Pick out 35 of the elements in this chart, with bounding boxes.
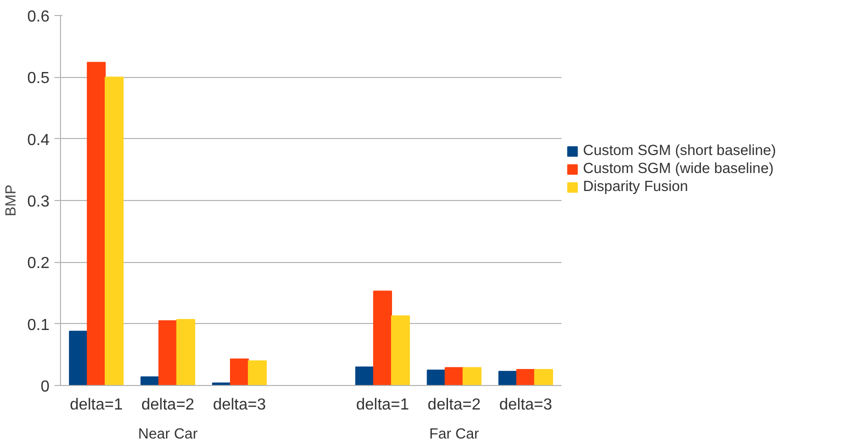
- legend-label: Custom SGM (short baseline): [583, 143, 778, 159]
- y-tick-label: 0.3: [27, 194, 50, 210]
- bar: [534, 368, 554, 386]
- legend-label: Custom SGM (wide baseline): [583, 161, 775, 177]
- bar: [68, 330, 88, 386]
- bar: [176, 319, 196, 386]
- bar: [444, 367, 464, 386]
- bar: [462, 367, 482, 386]
- y-tick-label: 0.1: [27, 316, 50, 334]
- x-tick-label: delta=3: [212, 396, 266, 414]
- text: Far Car: [429, 426, 480, 442]
- bar: [104, 76, 124, 386]
- x-tick-label: delta=3: [499, 396, 552, 414]
- y-axis-title: BMP: [3, 184, 20, 216]
- x-tick-label: delta=2: [428, 396, 481, 414]
- bar: [498, 370, 518, 386]
- bar: [426, 370, 446, 386]
- x-tick-label: delta=2: [141, 396, 194, 414]
- bar: [86, 62, 106, 386]
- y-tick-label: 0.2: [27, 255, 50, 272]
- text: Near Car: [138, 426, 198, 442]
- bar: [373, 290, 392, 386]
- bar: [516, 368, 536, 386]
- x-tick-label: delta=1: [70, 396, 123, 414]
- bar: [391, 315, 410, 386]
- y-tick-label: 0.6: [27, 8, 50, 26]
- bar: [230, 358, 249, 386]
- legend-label: Disparity Fusion: [583, 179, 690, 195]
- bar: [158, 320, 178, 386]
- x-tick-label: delta=1: [356, 396, 410, 414]
- bar: [355, 366, 374, 386]
- bar: [248, 360, 267, 386]
- y-tick-label: 0.5: [27, 70, 50, 88]
- y-tick-label: 0: [40, 378, 50, 396]
- y-tick-label: 0.4: [27, 132, 50, 149]
